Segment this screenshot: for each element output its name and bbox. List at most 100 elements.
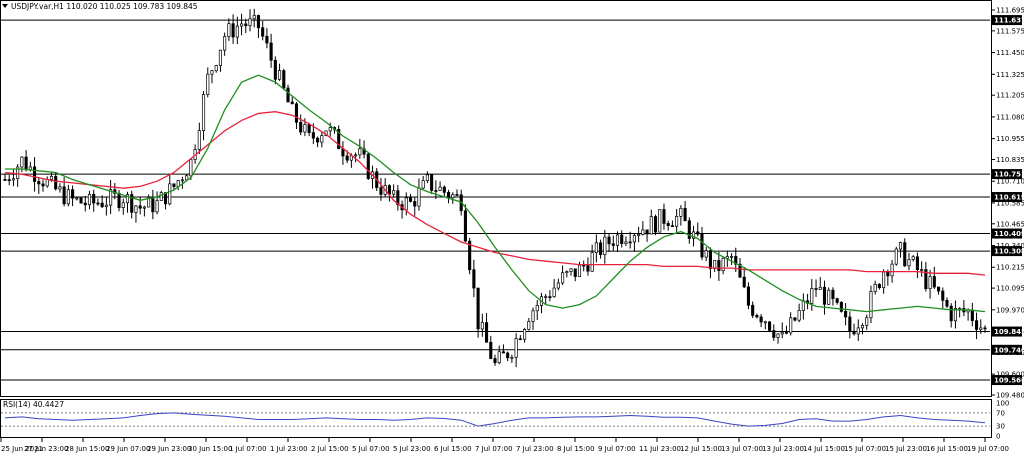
candle-body — [615, 234, 620, 246]
candle-body — [683, 207, 687, 222]
candle-body — [341, 148, 345, 157]
candle-body — [446, 192, 451, 199]
candle-body — [58, 186, 62, 190]
rsi-label: RSI(14) 40.4427 — [3, 400, 64, 409]
candle-body — [485, 322, 489, 343]
candle-body — [307, 124, 311, 133]
candle-body — [768, 321, 772, 331]
candle-body — [430, 174, 434, 191]
time-axis-label: 5 Jul 23:00 — [393, 445, 431, 453]
candle-body — [573, 268, 577, 277]
candle-body — [142, 206, 146, 209]
candle-body — [691, 231, 696, 239]
candle-body — [189, 159, 193, 177]
candle-body — [641, 229, 645, 235]
price-tick-label: 110.710 — [996, 178, 1024, 186]
candle-body — [66, 189, 70, 205]
candle-body — [366, 153, 370, 179]
candle-body — [303, 124, 307, 133]
candle-body — [877, 283, 881, 289]
candle-body — [451, 194, 455, 199]
candle-body — [582, 264, 586, 267]
candle-body — [379, 187, 383, 195]
price-level-tag-label: 110.619 — [994, 194, 1024, 202]
price-level-tag — [992, 375, 1022, 386]
candle-body — [860, 325, 865, 329]
candle-body — [438, 186, 442, 191]
candle-body — [392, 190, 396, 195]
candle-body — [11, 178, 15, 181]
candle-body — [33, 166, 37, 182]
candle-body — [603, 236, 607, 256]
time-axis-label: 1 Jul 23:00 — [270, 445, 308, 453]
candle-body — [41, 183, 45, 187]
price-tick-label: 111.325 — [996, 71, 1024, 79]
candle-body — [856, 327, 860, 335]
time-axis-label: 29 Jun 23:00 — [147, 445, 191, 453]
price-level-tag — [992, 246, 1022, 257]
candle-body — [497, 351, 501, 364]
candle-body — [104, 204, 108, 208]
candle-body — [936, 286, 941, 292]
candle-body — [835, 298, 839, 303]
time-axis-label: 7 Jul 07:00 — [475, 445, 513, 453]
candle-body — [201, 94, 206, 131]
candle-body — [649, 216, 653, 235]
candle-body — [96, 202, 100, 205]
candle-body — [311, 132, 315, 139]
time-axis-label: 8 Jul 15:00 — [557, 445, 595, 453]
candle-body — [827, 289, 831, 305]
candle-body — [172, 183, 176, 187]
candle-body — [818, 286, 822, 290]
candle-body — [742, 276, 746, 288]
candle-body — [687, 220, 691, 239]
time-axis-label: 13 Jul 23:00 — [762, 445, 804, 453]
price-tick-label: 110.585 — [996, 199, 1024, 207]
candle-body — [49, 175, 54, 180]
candle-body — [945, 299, 949, 307]
candle-body — [721, 257, 725, 272]
candle-body — [294, 103, 299, 123]
candle-body — [252, 15, 256, 20]
price-level-tag-label: 110.751 — [994, 171, 1024, 179]
rsi-plot-frame — [0, 399, 992, 438]
time-axis-label: 5 Jul 07:00 — [352, 445, 390, 453]
candle-body — [979, 327, 983, 330]
time-axis-label: 30 Jun 15:00 — [188, 445, 232, 453]
candle-body — [658, 209, 662, 233]
candle-body — [163, 192, 168, 205]
candle-body — [501, 351, 505, 354]
symbol-info: USDJPY.var,H1 110.020 110.025 109.783 10… — [11, 2, 198, 11]
candle-body — [54, 175, 58, 190]
rsi-line — [4, 412, 986, 427]
candle-body — [273, 59, 277, 80]
rsi-scale-label: 70 — [996, 409, 1005, 417]
candle-body — [915, 256, 919, 270]
candle-body — [413, 201, 417, 207]
candle-body — [125, 194, 130, 204]
price-tick-label: 109.600 — [996, 371, 1024, 379]
candle-body — [801, 300, 805, 311]
candle-body — [784, 331, 789, 334]
candle-body — [624, 241, 628, 244]
time-axis-label: 15 Jul 23:00 — [885, 445, 927, 453]
candle-body — [79, 197, 83, 204]
candle-body — [814, 288, 818, 290]
candle-body — [949, 305, 953, 322]
candle-body — [565, 271, 569, 274]
candle-body — [865, 317, 869, 326]
candle-body — [607, 236, 611, 245]
time-axis-label: 28 Jun 15:00 — [65, 445, 109, 453]
candle-body — [404, 197, 408, 211]
candle-body — [645, 229, 649, 235]
candle-body — [489, 341, 493, 359]
candle-body — [717, 260, 721, 272]
candle-body — [476, 287, 480, 330]
triangle-down-icon[interactable] — [2, 4, 8, 8]
candle-body — [472, 269, 476, 289]
candle-body — [214, 65, 218, 72]
candle-body — [282, 70, 286, 89]
candle-body — [185, 175, 189, 181]
